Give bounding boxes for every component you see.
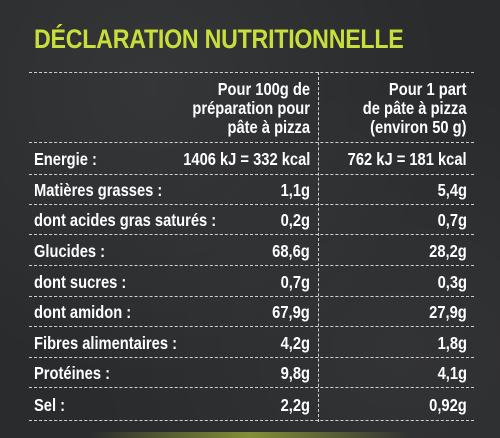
cropped-text-hint (90, 432, 410, 438)
row-starch-per100: 67,9g (272, 302, 310, 322)
row-fibres-perpart: 1,8g (437, 333, 467, 353)
separator-carbs (29, 265, 474, 266)
separator-energy (29, 174, 474, 175)
table-title: DÉCLARATION NUTRITIONNELLE (34, 24, 404, 54)
separator-top (29, 72, 474, 73)
row-starch-perpart: 27,9g (429, 302, 467, 322)
row-fat-label: Matières grasses : (34, 180, 163, 200)
row-saturated-perpart: 0,7g (437, 210, 467, 230)
row-carbs-perpart: 28,2g (429, 241, 467, 261)
separator-proteins (29, 387, 474, 388)
row-saturated-per100: 0,2g (280, 210, 310, 230)
separator-saturated (29, 234, 474, 235)
separator-header (29, 142, 474, 143)
row-sugars-perpart: 0,3g (437, 272, 467, 292)
separator-sugars (29, 296, 474, 297)
row-salt-label: Sel : (34, 395, 66, 415)
separator-salt (29, 420, 474, 421)
row-proteins-per100: 9,8g (280, 363, 310, 383)
row-proteins-perpart: 4,1g (437, 363, 467, 383)
row-salt-per100: 2,2g (280, 395, 310, 415)
header-per-100g-line1: Pour 100g de (217, 79, 310, 99)
row-fibres-label: Fibres alimentaires : (34, 333, 177, 353)
header-per-part: Pour 1 part de pâte à pizza (environ 50 … (363, 80, 467, 137)
row-salt-perpart: 0,92g (429, 395, 467, 415)
header-per-100g-line3: pâte à pizza (227, 117, 310, 137)
row-proteins-label: Protéines : (34, 363, 110, 383)
row-energy-perpart: 762 kJ = 181 kcal (348, 149, 467, 169)
separator-starch (29, 326, 474, 327)
separator-fibres (29, 357, 474, 358)
row-fat-perpart: 5,4g (437, 180, 467, 200)
header-per-100g-line2: préparation pour (192, 98, 310, 118)
row-energy-per100: 1406 kJ = 332 kcal (182, 149, 310, 169)
header-per-part-line2: de pâte à pizza (363, 98, 467, 118)
header-per-part-line1: Pour 1 part (389, 79, 467, 99)
row-saturated-label: dont acides gras saturés : (34, 210, 217, 230)
row-sugars-per100: 0,7g (280, 272, 310, 292)
row-carbs-per100: 68,6g (272, 241, 310, 261)
row-starch-label: dont amidon : (34, 302, 132, 322)
header-per-100g: Pour 100g de préparation pour pâte à piz… (192, 80, 310, 137)
row-sugars-label: dont sucres : (34, 272, 127, 292)
row-fat-per100: 1,1g (280, 180, 310, 200)
header-per-part-line3: (environ 50 g) (370, 117, 467, 137)
row-energy-label: Energie : (34, 149, 97, 169)
row-fibres-per100: 4,2g (280, 333, 310, 353)
separator-fat (29, 204, 474, 205)
column-divider (318, 72, 319, 422)
row-carbs-label: Glucides : (34, 241, 106, 261)
